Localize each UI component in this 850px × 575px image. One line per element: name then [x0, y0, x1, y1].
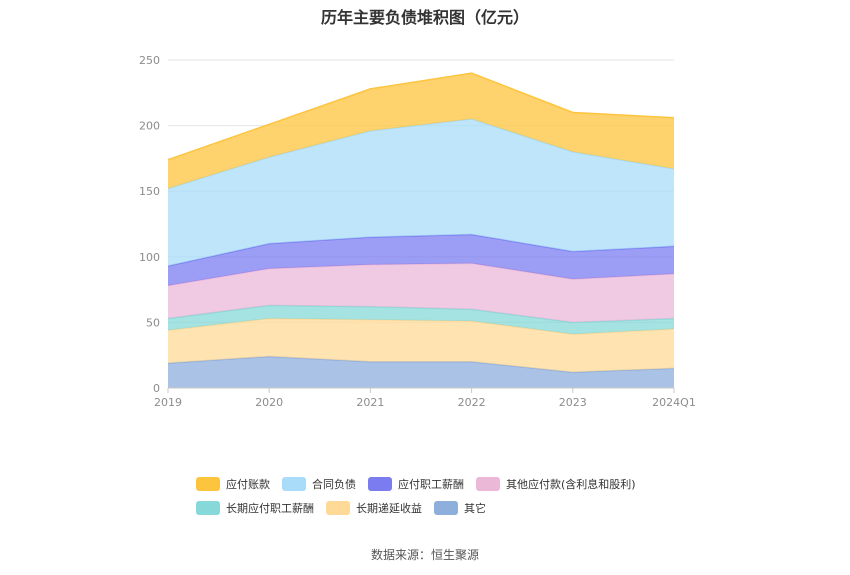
- series-line-应付账款: [167, 72, 675, 161]
- legend-swatch: [434, 501, 458, 515]
- area-合同负债: [168, 119, 674, 266]
- y-tick-label: 200: [139, 120, 160, 133]
- legend-label: 长期应付职工薪酬: [226, 502, 314, 515]
- legend-label: 应付账款: [226, 478, 270, 491]
- x-tick-label: 2023: [559, 396, 587, 409]
- legend-row: 长期应付职工薪酬 长期递延收益 其它: [196, 496, 716, 520]
- y-tick-label: 100: [139, 251, 160, 264]
- legend-item[interactable]: 应付账款: [196, 476, 270, 492]
- legend-item[interactable]: 其它: [434, 500, 486, 516]
- legend-swatch: [476, 477, 500, 491]
- x-tick-label: 2021: [356, 396, 384, 409]
- y-tick-label: 250: [139, 54, 160, 67]
- x-tick-label: 2019: [154, 396, 182, 409]
- area-长期应付职工薪酬: [168, 305, 674, 335]
- y-tick-label: 150: [139, 185, 160, 198]
- x-tick-label: 2024Q1: [652, 396, 696, 409]
- chart-title: 历年主要负债堆积图（亿元）: [320, 8, 529, 27]
- legend-swatch: [368, 477, 392, 491]
- legend-swatch: [326, 501, 350, 515]
- legend-item[interactable]: 应付职工薪酬: [368, 476, 464, 492]
- legend-label: 其它: [464, 502, 486, 515]
- area-长期递延收益: [168, 318, 674, 373]
- legend-label: 其他应付款(含利息和股利): [506, 478, 636, 491]
- area-应付账款: [168, 73, 674, 189]
- x-tick-label: 2020: [255, 396, 283, 409]
- legend-item[interactable]: 合同负债: [282, 476, 356, 492]
- legend-label: 应付职工薪酬: [398, 478, 464, 491]
- x-tick-label: 2022: [458, 396, 486, 409]
- data-source: 数据来源：恒生聚源: [370, 548, 479, 562]
- area-应付职工薪酬: [168, 234, 674, 286]
- area-其它: [168, 356, 674, 388]
- area-其他应付款(含利息和股利): [168, 263, 674, 323]
- legend: 应付账款 合同负债 应付职工薪酬 其他应付款(含利息和股利) 长期应付职工薪酬 长期递延…: [196, 472, 716, 520]
- y-tick-label: 0: [153, 382, 160, 395]
- legend-item[interactable]: 其他应付款(含利息和股利): [476, 476, 636, 492]
- legend-label: 长期递延收益: [356, 502, 422, 515]
- legend-item[interactable]: 长期应付职工薪酬: [196, 500, 314, 516]
- legend-swatch: [196, 501, 220, 515]
- legend-swatch: [282, 477, 306, 491]
- y-tick-label: 50: [146, 316, 160, 329]
- legend-swatch: [196, 477, 220, 491]
- legend-item[interactable]: 长期递延收益: [326, 500, 422, 516]
- legend-row: 应付账款 合同负债 应付职工薪酬 其他应付款(含利息和股利): [196, 472, 716, 496]
- legend-label: 合同负债: [312, 478, 356, 491]
